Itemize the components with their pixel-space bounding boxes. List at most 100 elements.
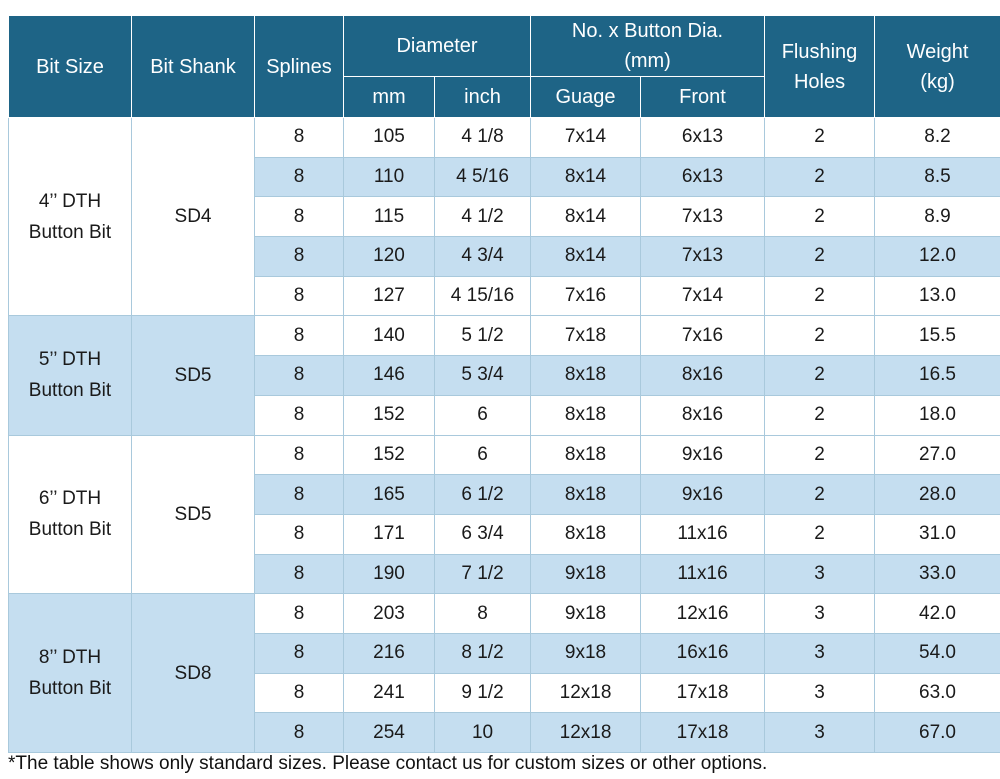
cell-splines: 8 xyxy=(254,474,344,515)
cell-guage: 7x16 xyxy=(530,275,642,317)
cell-diameter-mm: 110 xyxy=(343,156,435,198)
table-row: 4’’ DTH Button Bit SD4 8 105 4 1/8 7x14 6x13 2 8.… xyxy=(8,116,1000,317)
cell-bit-size: 4’’ DTH Button Bit xyxy=(8,116,132,317)
cell-flushing-holes: 3 xyxy=(764,672,876,714)
cell-diameter-inch: 7 1/2 xyxy=(433,553,532,595)
cell-splines: 8 xyxy=(254,593,344,634)
cell-guage: 7x14 xyxy=(530,117,642,158)
cell-weight: 12.0 xyxy=(874,236,1000,277)
cell-bit-size: 5’’ DTH Button Bit xyxy=(8,315,132,436)
cell-diameter-mm: 120 xyxy=(343,236,435,277)
dth-button-bit-spec-table: Bit Size Bit Shank Splines Diameter No. … xyxy=(8,15,1000,753)
cell-bit-size: 8’’ DTH Button Bit xyxy=(8,593,132,753)
header-bit-shank: Bit Shank xyxy=(131,15,255,118)
cell-guage: 8x18 xyxy=(530,513,642,555)
cell-diameter-inch: 5 1/2 xyxy=(433,315,532,357)
header-diameter-inch: inch xyxy=(433,76,532,118)
cell-front: 6x13 xyxy=(640,156,766,198)
cell-flushing-holes: 2 xyxy=(764,275,876,317)
cell-splines: 8 xyxy=(254,632,344,674)
cell-weight: 15.5 xyxy=(874,315,1000,357)
cell-flushing-holes: 2 xyxy=(764,513,876,555)
header-weight-line1: Weight xyxy=(906,40,969,63)
cell-diameter-mm: 241 xyxy=(343,672,435,714)
cell-diameter-mm: 127 xyxy=(343,275,435,317)
cell-diameter-mm: 203 xyxy=(343,593,435,634)
cell-weight: 42.0 xyxy=(874,593,1000,634)
header-splines: Splines xyxy=(254,15,344,118)
cell-flushing-holes: 2 xyxy=(764,474,876,515)
cell-front: 11x16 xyxy=(640,513,766,555)
cell-diameter-inch: 6 xyxy=(433,394,532,436)
cell-bit-shank: SD8 xyxy=(131,593,255,753)
cell-front: 9x16 xyxy=(640,434,766,476)
bit-size-line1: 8’’ DTH xyxy=(38,647,102,669)
cell-diameter-mm: 165 xyxy=(343,474,435,515)
cell-guage: 8x14 xyxy=(530,196,642,238)
cell-weight: 8.9 xyxy=(874,196,1000,238)
table-row: 8 216 8 1/2 9x18 16x16 3 54.0 xyxy=(9,632,1000,674)
cell-bit-shank: SD5 xyxy=(131,434,255,595)
cell-flushing-holes: 2 xyxy=(764,156,876,198)
cell-flushing-holes: 3 xyxy=(764,712,876,753)
header-weight: Weight (kg) xyxy=(874,15,1000,118)
cell-bit-size: 6’’ DTH Button Bit xyxy=(8,434,132,595)
cell-splines: 8 xyxy=(254,712,344,753)
cell-splines: 8 xyxy=(254,355,344,396)
header-bit-size: Bit Size xyxy=(8,15,132,118)
cell-weight: 63.0 xyxy=(874,672,1000,714)
cell-flushing-holes: 2 xyxy=(764,117,876,158)
cell-splines: 8 xyxy=(254,156,344,198)
cell-flushing-holes: 2 xyxy=(764,236,876,277)
cell-splines: 8 xyxy=(254,553,344,595)
cell-diameter-mm: 146 xyxy=(343,355,435,396)
cell-weight: 16.5 xyxy=(874,355,1000,396)
cell-diameter-mm: 171 xyxy=(343,513,435,555)
cell-diameter-inch: 8 1/2 xyxy=(433,632,532,674)
cell-front: 17x18 xyxy=(640,672,766,714)
table-row: 8 254 10 12x18 17x18 3 67.0 xyxy=(9,712,1000,753)
header-flushing-holes: Flushing Holes xyxy=(764,15,876,118)
table-row: 8 152 6 8x18 8x16 2 18.0 xyxy=(9,394,1000,436)
cell-guage: 12x18 xyxy=(530,712,642,753)
bit-size-line2: Button Bit xyxy=(28,678,112,700)
cell-weight: 8.5 xyxy=(874,156,1000,198)
cell-diameter-mm: 152 xyxy=(343,434,435,476)
cell-diameter-inch: 10 xyxy=(433,712,532,753)
header-button-dia-line2: (mm) xyxy=(624,50,671,72)
cell-diameter-inch: 9 1/2 xyxy=(433,672,532,714)
cell-weight: 18.0 xyxy=(874,394,1000,436)
bit-size-line1: 6’’ DTH xyxy=(38,488,102,510)
bit-size-line2: Button Bit xyxy=(28,519,112,541)
cell-front: 8x16 xyxy=(640,355,766,396)
cell-guage: 7x18 xyxy=(530,315,642,357)
cell-weight: 27.0 xyxy=(874,434,1000,476)
cell-flushing-holes: 2 xyxy=(764,394,876,436)
table-row: 8 127 4 15/16 7x16 7x14 2 13.0 xyxy=(9,275,1000,317)
bit-size-line1: 4’’ DTH xyxy=(38,190,102,212)
cell-front: 7x14 xyxy=(640,275,766,317)
cell-front: 6x13 xyxy=(640,117,766,158)
cell-weight: 13.0 xyxy=(874,275,1000,317)
cell-splines: 8 xyxy=(254,117,344,158)
cell-splines: 8 xyxy=(254,315,344,357)
cell-front: 9x16 xyxy=(640,474,766,515)
cell-splines: 8 xyxy=(254,672,344,714)
cell-diameter-inch: 4 15/16 xyxy=(433,275,532,317)
cell-diameter-mm: 190 xyxy=(343,553,435,595)
cell-diameter-inch: 6 1/2 xyxy=(433,474,532,515)
table-row: 8 115 4 1/2 8x14 7x13 2 8.9 xyxy=(9,196,1000,238)
cell-guage: 8x18 xyxy=(530,434,642,476)
table-row: 8 110 4 5/16 8x14 6x13 2 8.5 xyxy=(9,156,1000,198)
cell-splines: 8 xyxy=(254,196,344,238)
cell-front: 17x18 xyxy=(640,712,766,753)
cell-weight: 33.0 xyxy=(874,553,1000,595)
cell-diameter-mm: 140 xyxy=(343,315,435,357)
cell-flushing-holes: 2 xyxy=(764,434,876,476)
header-guage: Guage xyxy=(530,76,642,118)
table-row: 8 171 6 3/4 8x18 11x16 2 31.0 xyxy=(9,513,1000,555)
cell-flushing-holes: 2 xyxy=(764,196,876,238)
header-button-dia: No. x Button Dia. (mm) xyxy=(530,15,766,77)
cell-splines: 8 xyxy=(254,394,344,436)
cell-diameter-mm: 216 xyxy=(343,632,435,674)
